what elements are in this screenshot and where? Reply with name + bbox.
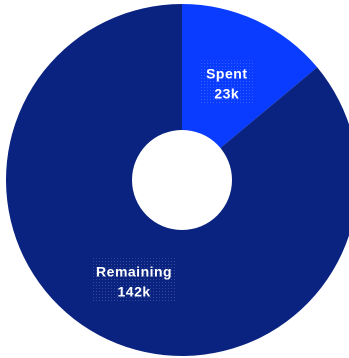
donut-hole bbox=[132, 130, 232, 230]
label-background bbox=[200, 60, 253, 105]
slice-label-group-remaining: Remaining 142k bbox=[92, 258, 177, 303]
labels-layer: Spent 23k Remaining 142k bbox=[92, 60, 253, 303]
slice-value-label: 23k bbox=[214, 85, 239, 101]
label-background bbox=[92, 258, 177, 303]
slice-value-label: 142k bbox=[118, 283, 151, 299]
slice-name-label: Spent bbox=[206, 65, 247, 81]
slice-label-group-spent: Spent 23k bbox=[200, 60, 253, 105]
slice-name-label: Remaining bbox=[96, 263, 172, 279]
